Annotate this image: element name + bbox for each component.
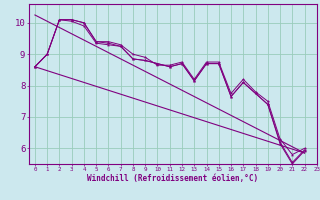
X-axis label: Windchill (Refroidissement éolien,°C): Windchill (Refroidissement éolien,°C) xyxy=(87,174,258,183)
